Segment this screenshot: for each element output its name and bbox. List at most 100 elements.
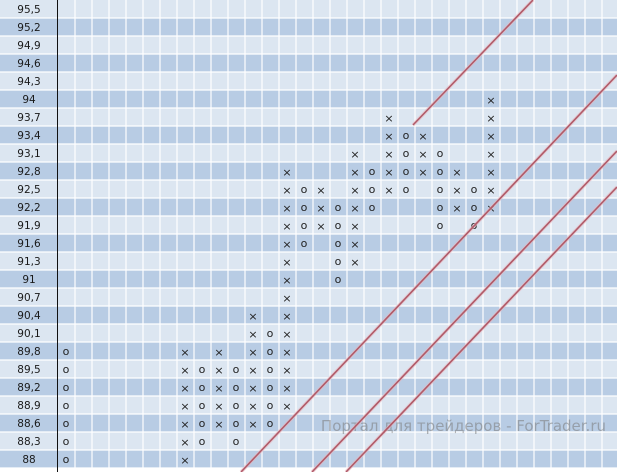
x-mark: × <box>282 382 291 395</box>
x-mark: × <box>282 202 291 215</box>
x-mark: × <box>350 202 359 215</box>
price-label: 94 <box>22 94 36 106</box>
x-mark: × <box>486 94 495 107</box>
x-mark: × <box>350 184 359 197</box>
x-mark: × <box>180 400 189 413</box>
o-mark: o <box>437 219 444 232</box>
x-mark: × <box>248 328 257 341</box>
o-mark: o <box>437 165 444 178</box>
x-mark: × <box>282 364 291 377</box>
price-label: 89,2 <box>17 382 40 394</box>
o-mark: o <box>199 417 206 430</box>
row-band <box>0 126 617 144</box>
x-mark: × <box>316 220 325 233</box>
o-mark: o <box>301 183 308 196</box>
x-mark: × <box>248 382 257 395</box>
row-band <box>0 342 617 360</box>
x-mark: × <box>180 364 189 377</box>
x-mark: × <box>282 256 291 269</box>
price-label: 91,6 <box>17 238 41 250</box>
o-mark: o <box>335 255 342 268</box>
x-mark: × <box>248 418 257 431</box>
o-mark: o <box>199 435 206 448</box>
price-label: 92,8 <box>17 166 40 178</box>
x-mark: × <box>384 130 393 143</box>
x-mark: × <box>282 310 291 323</box>
x-mark: × <box>180 436 189 449</box>
row-band <box>0 0 617 18</box>
o-mark: o <box>63 453 70 466</box>
row-band <box>0 378 617 396</box>
o-mark: o <box>335 237 342 250</box>
x-mark: × <box>180 346 189 359</box>
o-mark: o <box>437 183 444 196</box>
o-mark: o <box>233 435 240 448</box>
x-mark: × <box>452 202 461 215</box>
x-mark: × <box>282 400 291 413</box>
row-band <box>0 216 617 234</box>
x-mark: × <box>350 220 359 233</box>
o-mark: o <box>63 381 70 394</box>
x-mark: × <box>282 346 291 359</box>
trendline <box>240 74 617 472</box>
x-mark: × <box>214 418 223 431</box>
row-band <box>0 90 617 108</box>
o-mark: o <box>403 129 410 142</box>
o-mark: o <box>301 201 308 214</box>
o-mark: o <box>199 381 206 394</box>
x-mark: × <box>316 202 325 215</box>
price-label: 94,9 <box>17 40 40 52</box>
price-label: 90,4 <box>17 310 41 322</box>
o-mark: o <box>335 273 342 286</box>
o-mark: o <box>63 345 70 358</box>
price-label: 91,9 <box>17 220 40 232</box>
row-band <box>0 54 617 72</box>
x-mark: × <box>214 346 223 359</box>
o-mark: o <box>369 183 376 196</box>
x-mark: × <box>180 454 189 467</box>
x-mark: × <box>282 238 291 251</box>
price-label: 88,6 <box>17 418 41 430</box>
x-mark: × <box>214 400 223 413</box>
x-mark: × <box>350 238 359 251</box>
price-label: 88 <box>22 454 35 466</box>
price-label: 94,6 <box>17 58 41 70</box>
o-mark: o <box>471 183 478 196</box>
o-mark: o <box>403 147 410 160</box>
trendline <box>311 150 617 472</box>
o-mark: o <box>403 165 410 178</box>
price-label: 88,9 <box>17 400 40 412</box>
price-label: 95,2 <box>17 22 40 34</box>
x-mark: × <box>452 184 461 197</box>
trendline <box>345 186 617 472</box>
o-mark: o <box>369 165 376 178</box>
x-mark: × <box>180 382 189 395</box>
x-mark: × <box>282 292 291 305</box>
o-mark: o <box>267 417 274 430</box>
row-band <box>0 162 617 180</box>
x-mark: × <box>248 364 257 377</box>
o-mark: o <box>267 381 274 394</box>
price-label: 88,3 <box>17 436 40 448</box>
x-mark: × <box>486 112 495 125</box>
price-label: 90,7 <box>17 292 40 304</box>
row-band <box>0 288 617 306</box>
price-label: 92,2 <box>17 202 40 214</box>
x-mark: × <box>418 148 427 161</box>
row-band <box>0 414 617 432</box>
x-mark: × <box>248 346 257 359</box>
row-band <box>0 108 617 126</box>
o-mark: o <box>437 147 444 160</box>
x-mark: × <box>316 184 325 197</box>
x-mark: × <box>384 148 393 161</box>
x-mark: × <box>282 166 291 179</box>
o-mark: o <box>63 417 70 430</box>
x-mark: × <box>486 184 495 197</box>
row-band <box>0 432 617 450</box>
o-mark: o <box>267 399 274 412</box>
o-mark: o <box>369 201 376 214</box>
x-mark: × <box>452 166 461 179</box>
x-mark: × <box>350 148 359 161</box>
